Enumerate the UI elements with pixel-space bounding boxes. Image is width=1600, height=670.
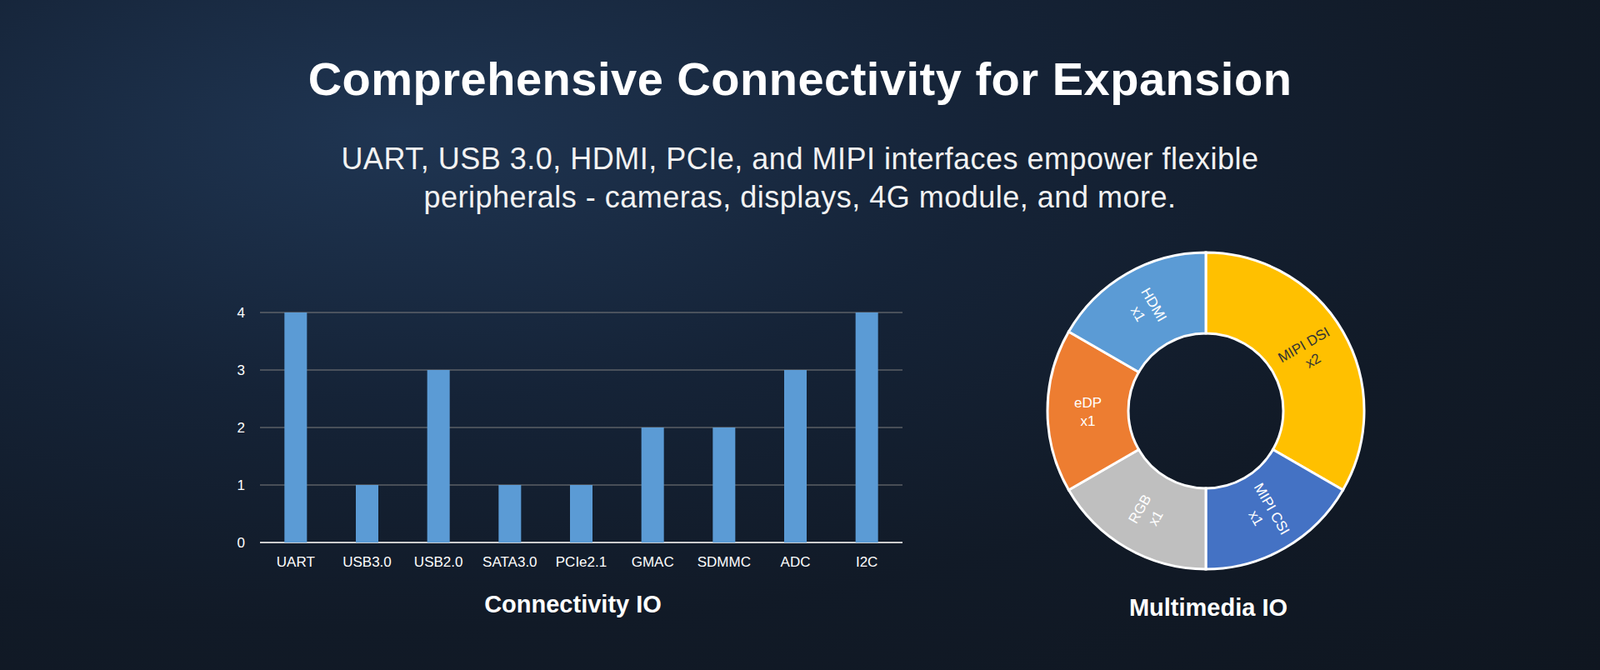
x-tick-label: USB3.0: [342, 554, 392, 570]
bars: [284, 312, 878, 543]
x-tick-label: SATA3.0: [482, 554, 538, 570]
x-tick-label: I2C: [855, 554, 878, 570]
y-tick-label: 1: [237, 477, 245, 494]
chart-title: Multimedia IO: [1129, 594, 1288, 621]
bar: [284, 312, 307, 543]
slice: [1205, 252, 1365, 490]
bar: [570, 485, 593, 543]
x-tick-label: USB2.0: [414, 554, 464, 570]
y-tick-label: 2: [237, 420, 245, 436]
slice-category: eDP: [1074, 395, 1102, 411]
slice-label: MIPI DSIx2: [1275, 324, 1342, 383]
donut-chart: [1047, 252, 1365, 570]
x-tick-label: PCIe2.1: [555, 554, 607, 570]
bar: [427, 370, 450, 543]
bar: [855, 312, 879, 543]
bar: [355, 485, 379, 543]
y-tick-label: 3: [237, 362, 245, 379]
slice-labels: MIPI DSIx2MIPI CSIx1RGBx1eDPx1HDMIx1: [1074, 285, 1342, 547]
slice: [1068, 252, 1206, 373]
x-tick-label: GMAC: [631, 554, 675, 570]
slice-value: x1: [1080, 413, 1096, 430]
bar: [784, 370, 807, 543]
x-tick-label: ADC: [780, 554, 811, 570]
bar: [498, 485, 521, 543]
slice-label: RGBx1: [1125, 491, 1171, 535]
bar-chart: 0 1 2 3 4 UART USB3.0 USB2.0 SATA3.0 PCIe2.1 GMAC S…: [237, 305, 903, 618]
bar: [641, 427, 665, 543]
page-subtitle: UART, USB 3.0, HDMI, PCIe, and MIPI inte…: [283, 140, 1317, 217]
slice-label: MIPI CSIx1: [1235, 480, 1294, 547]
slice-value: x1: [1127, 303, 1149, 325]
slice-value: x1: [1145, 507, 1166, 529]
slice: [1205, 450, 1344, 570]
grid-line: [260, 312, 903, 314]
x-tick-label: SDMMC: [697, 554, 751, 570]
slice-label: HDMIx1: [1121, 285, 1170, 334]
page-title: Comprehensive Connectivity for Expansion: [0, 51, 1600, 106]
y-tick-label: 0: [237, 535, 245, 551]
y-tick-label: 4: [237, 305, 245, 321]
x-tick-label: UART: [276, 554, 315, 570]
bar: [712, 427, 735, 543]
slice-value: x2: [1302, 350, 1324, 371]
slice-label: eDP x1: [1074, 395, 1102, 430]
slice-value: x1: [1245, 507, 1266, 529]
chart-title: Connectivity IO: [484, 590, 662, 618]
charts: 0 1 2 3 4 UART USB3.0 USB2.0 SATA3.0 PCIe2.1 GMAC S…: [0, 0, 1600, 670]
